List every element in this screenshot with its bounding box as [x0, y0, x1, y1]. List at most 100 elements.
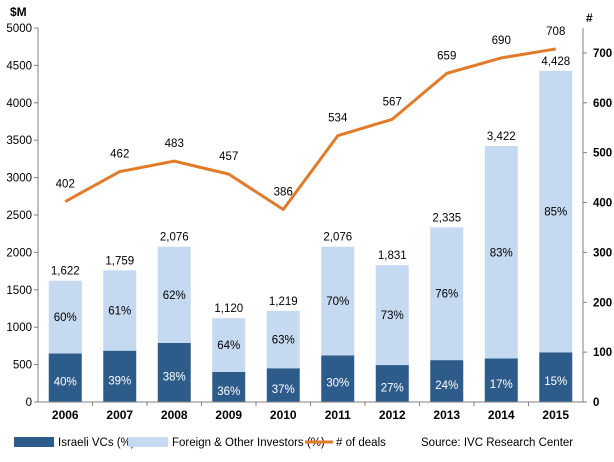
bar-israeli-vcs: [103, 350, 137, 402]
x-tick-label: 2008: [161, 408, 188, 422]
y-tick-label: 500: [13, 360, 32, 372]
x-tick-label: 2006: [52, 408, 79, 422]
labels-layer: 1,622 40% 60% 1,759 39% 61% 2,076 38% 62% 1,120 36…: [51, 26, 570, 398]
bar-israeli-vcs: [48, 353, 82, 402]
x-tick-label: 2011: [325, 408, 351, 422]
legend-swatch-foreign-investors: [128, 437, 168, 447]
total-label: 1,219: [269, 296, 298, 308]
percent-label-foreign-investors: 83%: [490, 247, 513, 259]
y-tick-label: 4000: [6, 98, 32, 110]
y2-tick-label: 700: [593, 48, 612, 60]
bar-foreign-investors: [484, 146, 518, 359]
bar-israeli-vcs: [430, 360, 464, 402]
percent-label-foreign-investors: 60%: [54, 312, 77, 324]
percent-label-foreign-investors: 73%: [381, 310, 404, 322]
y-tick-label: 2500: [6, 210, 32, 222]
total-label: 3,422: [487, 131, 516, 143]
deals-label: 386: [274, 187, 293, 199]
percent-label-israeli-vcs: 38%: [163, 371, 186, 383]
percent-label-israeli-vcs: 27%: [381, 383, 404, 395]
bar-israeli-vcs: [539, 352, 573, 402]
deals-label: 708: [546, 26, 565, 38]
legend: Israeli VCs (%) Foreign & Other Investor…: [14, 437, 573, 449]
total-label: 4,428: [541, 56, 570, 68]
bar-israeli-vcs: [375, 365, 409, 402]
bar-foreign-investors: [157, 246, 191, 343]
bar-foreign-investors: [266, 310, 300, 369]
legend-swatch-israeli-vcs: [14, 437, 54, 447]
percent-label-israeli-vcs: 24%: [435, 380, 458, 392]
deals-label: 567: [383, 96, 402, 108]
percent-label-israeli-vcs: 17%: [490, 379, 513, 391]
bars-layer: [48, 70, 573, 402]
deals-label: 534: [328, 113, 348, 125]
source-note: Source: IVC Research Center: [421, 437, 573, 449]
x-tick-label: 2007: [106, 408, 133, 422]
total-label: 1,120: [214, 303, 243, 315]
percent-label-israeli-vcs: 15%: [544, 376, 567, 388]
deals-label: 457: [219, 151, 238, 163]
percent-label-israeli-vcs: 39%: [108, 375, 131, 387]
deals-label: 690: [492, 35, 511, 47]
deals-label: 659: [437, 50, 456, 62]
y-axis-title: $M: [10, 5, 27, 19]
total-label: 1,831: [378, 250, 407, 262]
deals-line: [64, 47, 556, 212]
percent-label-foreign-investors: 85%: [544, 207, 567, 219]
x-tick-label: 2014: [488, 408, 515, 422]
y2-axis-title: #: [586, 11, 593, 25]
y-tick-label: 1000: [6, 322, 32, 334]
percent-label-israeli-vcs: 30%: [326, 378, 349, 390]
axes-layer: 2006 2007 2008 2009 2010 2011 2012 2013 2014 2015…: [6, 23, 612, 422]
bar-foreign-investors: [103, 270, 137, 351]
bar-foreign-investors: [321, 246, 355, 356]
y-tick-label: 3500: [6, 135, 32, 147]
deals-line-layer: [64, 47, 556, 212]
percent-label-foreign-investors: 64%: [217, 340, 240, 352]
bar-israeli-vcs: [484, 358, 518, 402]
legend-label-deals: # of deals: [336, 437, 386, 449]
y-tick-label: 3000: [6, 173, 32, 185]
total-label: 2,076: [160, 232, 189, 244]
x-tick-label: 2010: [270, 408, 297, 422]
y-tick-label: 0: [26, 397, 32, 409]
y2-tick-label: 500: [593, 148, 612, 160]
percent-label-foreign-investors: 70%: [326, 296, 349, 308]
percent-label-foreign-investors: 62%: [163, 290, 186, 302]
deals-label: 483: [165, 138, 184, 150]
bar-foreign-investors: [212, 318, 246, 372]
percent-label-israeli-vcs: 36%: [217, 386, 240, 398]
y-tick-label: 2000: [6, 247, 32, 259]
bar-israeli-vcs: [157, 342, 191, 402]
bar-foreign-investors: [48, 280, 82, 354]
total-label: 2,076: [323, 232, 352, 244]
percent-label-israeli-vcs: 37%: [272, 384, 295, 396]
x-tick-label: 2009: [215, 408, 242, 422]
y2-tick-label: 400: [593, 198, 612, 210]
bar-israeli-vcs: [212, 371, 246, 402]
y2-tick-label: 100: [593, 347, 612, 359]
y2-tick-label: 600: [593, 98, 612, 110]
x-tick-label: 2013: [433, 408, 460, 422]
legend-label-israeli-vcs: Israeli VCs (%): [58, 437, 135, 449]
bar-foreign-investors: [539, 70, 573, 353]
y2-tick-label: 300: [593, 247, 612, 259]
deals-label: 462: [110, 149, 129, 161]
y-tick-label: 1500: [6, 285, 32, 297]
y2-tick-label: 200: [593, 297, 612, 309]
y2-tick-label: 0: [593, 397, 599, 409]
bar-foreign-investors: [375, 265, 409, 366]
percent-label-foreign-investors: 63%: [272, 335, 295, 347]
y-tick-label: 5000: [6, 23, 32, 35]
percent-label-israeli-vcs: 40%: [54, 377, 77, 389]
percent-label-foreign-investors: 61%: [108, 306, 131, 318]
bar-foreign-investors: [430, 227, 464, 361]
y-tick-label: 4500: [6, 60, 32, 72]
deals-label: 402: [56, 179, 75, 191]
bar-israeli-vcs: [266, 368, 300, 402]
total-label: 2,335: [432, 212, 461, 224]
bar-israeli-vcs: [321, 355, 355, 402]
legend-label-foreign-investors: Foreign & Other Investors (%): [172, 437, 325, 449]
x-tick-label: 2015: [542, 408, 569, 422]
